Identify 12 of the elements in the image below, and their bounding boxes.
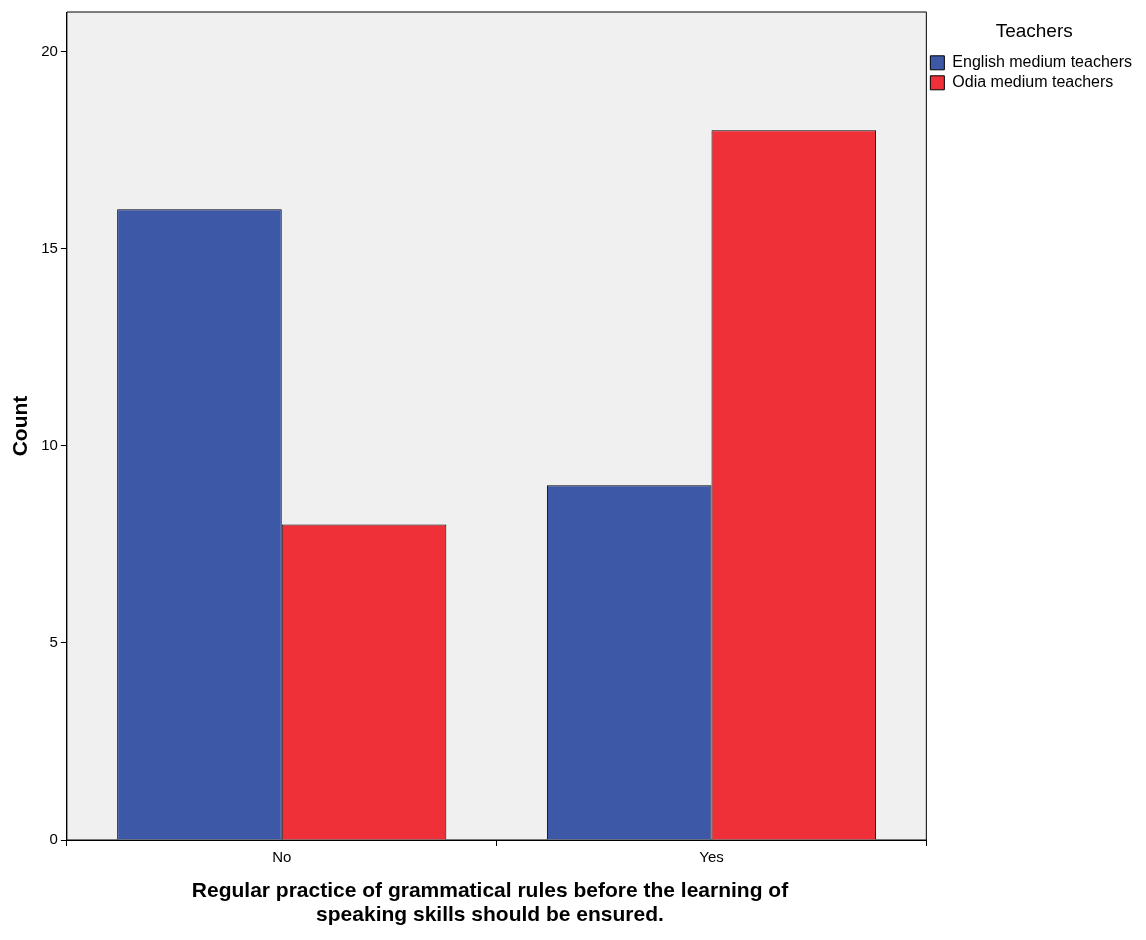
legend-title: Teachers bbox=[995, 19, 1073, 41]
x-axis-title: Regular practice of grammatical rules before the learning of speaking skills should be ensured. bbox=[190, 878, 790, 926]
y-axis-title: Count bbox=[8, 395, 32, 457]
x-tick-label: No bbox=[272, 848, 292, 866]
y-tick-label: 15 bbox=[41, 238, 58, 256]
y-tick-label: 0 bbox=[49, 830, 58, 848]
y-tick-label: 20 bbox=[41, 41, 58, 59]
legend-label: Odia medium teachers bbox=[952, 73, 1114, 91]
y-tick-label: 10 bbox=[41, 435, 58, 453]
legend-label: English medium teachers bbox=[952, 53, 1132, 71]
x-tick-label: Yes bbox=[699, 848, 724, 866]
y-tick-label: 5 bbox=[49, 633, 58, 650]
